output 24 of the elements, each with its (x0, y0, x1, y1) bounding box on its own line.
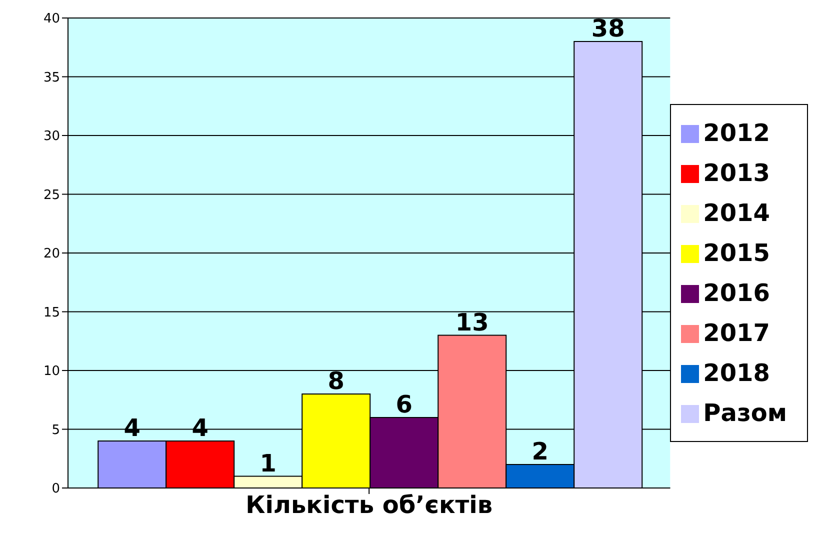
y-tick-label: 5 (52, 422, 60, 438)
y-tick-label: 30 (43, 129, 60, 144)
data-label: 38 (591, 14, 625, 42)
legend-label: 2016 (703, 279, 770, 307)
legend-label: 2014 (703, 199, 770, 227)
legend-label: 2013 (703, 159, 770, 187)
legend-label: 2018 (703, 359, 770, 387)
y-tick-label: 15 (43, 305, 60, 320)
x-tick-label: Кількість об’єктів (246, 491, 493, 520)
legend-label: 2012 (703, 119, 770, 147)
y-tick-label: 25 (43, 188, 60, 203)
y-tick-label: 40 (43, 12, 60, 27)
data-label: 13 (455, 308, 489, 336)
data-label: 2 (532, 438, 548, 466)
y-tick-label: 20 (43, 246, 60, 262)
legend-label: Разом (703, 399, 787, 427)
y-tick-label: 35 (43, 70, 60, 86)
data-label: 6 (396, 390, 412, 418)
data-label: 8 (328, 367, 344, 395)
y-tick-label: 0 (52, 482, 60, 497)
y-tick-label: 10 (43, 364, 60, 380)
legend-label: 2017 (703, 319, 770, 347)
legend-label: 2015 (703, 239, 770, 267)
data-label: 1 (260, 449, 276, 478)
